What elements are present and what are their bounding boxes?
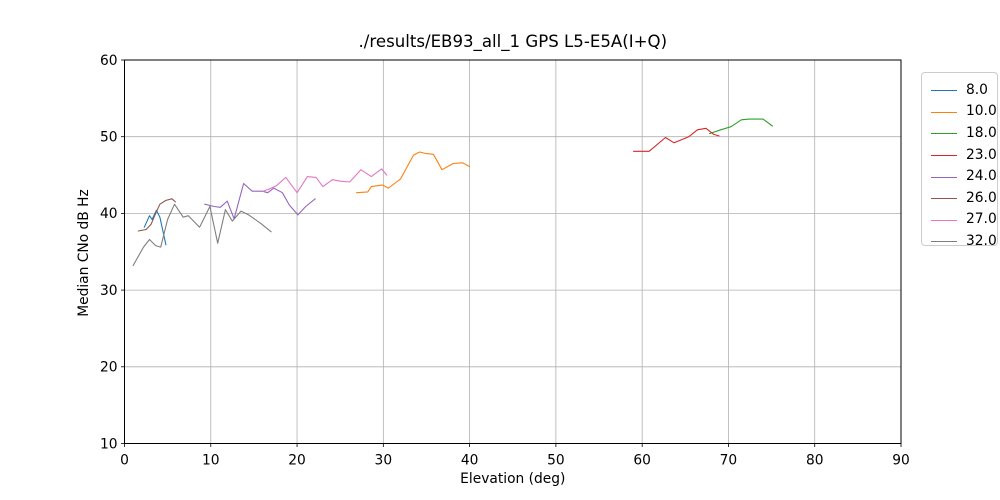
legend-entry: 8.0 [922, 80, 997, 102]
x-tick-label: 80 [806, 453, 824, 469]
plot-border [124, 59, 902, 444]
series-line-27.0 [262, 168, 388, 194]
x-tick-label: 40 [461, 453, 479, 469]
legend-swatch [931, 133, 957, 135]
y-tick-label: 60 [100, 53, 118, 69]
legend-label: 27.0 [966, 211, 997, 228]
legend-label: 10.0 [966, 103, 997, 120]
legend-label: 26.0 [966, 189, 997, 206]
legend-swatch [931, 111, 957, 113]
legend-entry: 24.0 [922, 166, 997, 188]
legend-entry: 32.0 [922, 231, 997, 253]
x-tick-label: 70 [720, 453, 738, 469]
gridlines [124, 59, 902, 444]
x-tick-label: 10 [202, 453, 220, 469]
legend-label: 23.0 [966, 146, 997, 163]
x-axis-label: Elevation (deg) [460, 471, 565, 487]
legend-swatch [931, 219, 957, 221]
y-tick-label: 20 [100, 360, 118, 376]
legend-label: 8.0 [966, 81, 988, 98]
y-tick-label: 50 [100, 130, 118, 146]
y-axis-label: Median CNo dB Hz [76, 189, 92, 317]
x-tick-labels: 0 10 20 30 40 50 60 70 80 90 [120, 453, 910, 469]
tick-marks [121, 59, 902, 447]
y-tick-label: 10 [100, 436, 118, 452]
legend: 8.0 10.0 18.0 23.0 24.0 26.0 27.0 32.0 [921, 72, 998, 248]
series-line-8.0 [143, 209, 167, 246]
legend-entry: 23.0 [922, 145, 997, 167]
legend-label: 24.0 [966, 168, 997, 185]
series-line-23.0 [632, 127, 720, 152]
data-series [132, 118, 773, 267]
legend-entry: 10.0 [922, 102, 997, 124]
x-tick-label: 50 [547, 453, 565, 469]
y-tick-label: 30 [100, 283, 118, 299]
legend-label: 32.0 [966, 233, 997, 250]
legend-swatch [931, 176, 957, 178]
legend-swatch [931, 155, 957, 157]
y-tick-label: 40 [100, 206, 118, 222]
series-line-26.0 [137, 198, 176, 232]
legend-swatch [931, 90, 957, 92]
legend-swatch [931, 241, 957, 243]
x-tick-label: 20 [288, 453, 306, 469]
series-line-10.0 [356, 151, 471, 194]
legend-label: 18.0 [966, 125, 997, 142]
y-tick-labels: 10 20 30 40 50 60 [100, 53, 118, 452]
legend-swatch [931, 198, 957, 200]
legend-entry: 18.0 [922, 123, 997, 145]
x-tick-label: 60 [633, 453, 651, 469]
legend-entry: 26.0 [922, 188, 997, 210]
x-tick-label: 0 [120, 453, 129, 469]
x-tick-label: 90 [892, 453, 910, 469]
series-line-18.0 [708, 118, 773, 135]
legend-entry: 27.0 [922, 210, 997, 232]
x-tick-label: 30 [375, 453, 393, 469]
series-line-24.0 [204, 182, 316, 220]
series-line-32.0 [132, 203, 272, 267]
chart-title: ./results/EB93_all_1 GPS L5-E5A(I+Q) [359, 32, 668, 52]
